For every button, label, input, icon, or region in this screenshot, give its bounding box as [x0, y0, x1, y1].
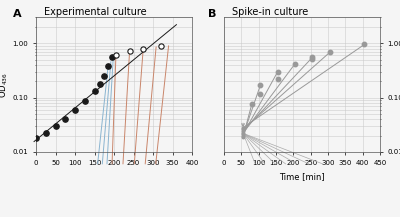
- Text: A: A: [13, 9, 21, 19]
- Text: B: B: [208, 9, 217, 19]
- Y-axis label: OD$_{436}$: OD$_{436}$: [0, 72, 10, 98]
- Text: Time [min]: Time [min]: [279, 172, 325, 181]
- Text: Experimental culture: Experimental culture: [44, 7, 146, 16]
- Text: Spike-in culture: Spike-in culture: [232, 7, 308, 16]
